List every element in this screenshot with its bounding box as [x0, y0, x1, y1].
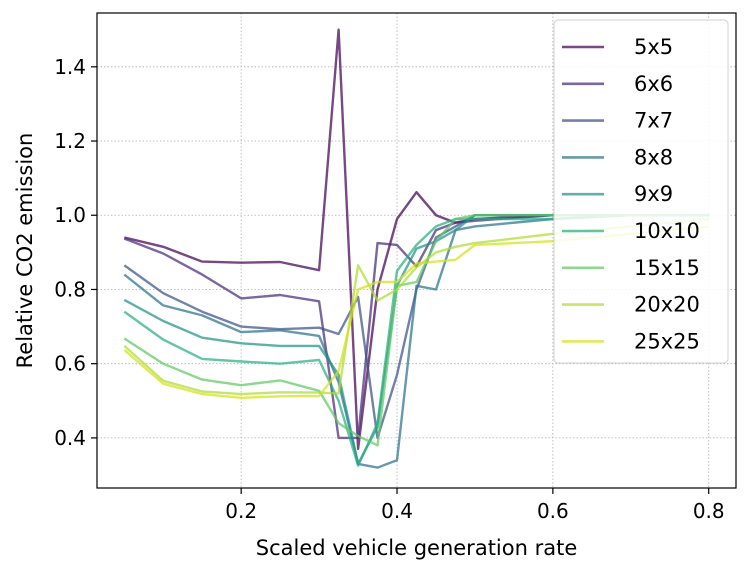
- legend-label-15x15: 15x15: [634, 256, 700, 280]
- legend: 5x5 6x6 7x7 8x8 9x9 10x10 15x15 20x20 25x25: [553, 19, 729, 364]
- y-axis-label: Relative CO2 emission: [13, 133, 37, 369]
- y-tick-label: 1.0: [54, 203, 86, 227]
- legend-label-20x20: 20x20: [634, 293, 700, 317]
- series-line-20x20: [123, 217, 709, 396]
- legend-label-8x8: 8x8: [634, 145, 673, 169]
- series-line-25x25: [123, 225, 709, 399]
- plot-frame: [96, 12, 737, 489]
- legend-box: [553, 19, 729, 364]
- series-line-10x10: [123, 213, 709, 467]
- x-tick-label: 0.6: [537, 499, 569, 523]
- series-lines: [123, 28, 709, 469]
- legend-label-5x5: 5x5: [634, 35, 673, 59]
- axis-ticks: 0.2 0.4 0.6 0.8 0.4 0.6 0.8 1.0 1.2 1.4: [54, 55, 724, 523]
- y-tick-label: 0.6: [54, 352, 86, 376]
- series-line-15x15: [123, 213, 709, 447]
- legend-label-10x10: 10x10: [634, 219, 700, 243]
- legend-label-9x9: 9x9: [634, 182, 673, 206]
- legend-label-6x6: 6x6: [634, 72, 673, 96]
- legend-label-25x25: 25x25: [634, 329, 700, 353]
- y-tick-label: 0.4: [54, 426, 86, 450]
- y-tick-label: 0.8: [54, 277, 86, 301]
- series-line-8x8: [123, 213, 709, 469]
- x-tick-label: 0.4: [381, 499, 413, 523]
- y-tick-label: 1.2: [54, 129, 86, 153]
- x-axis-label: Scaled vehicle generation rate: [256, 536, 578, 560]
- x-tick-label: 0.2: [225, 499, 257, 523]
- legend-label-7x7: 7x7: [634, 109, 673, 133]
- y-tick-label: 1.4: [54, 55, 86, 79]
- x-tick-label: 0.8: [693, 499, 725, 523]
